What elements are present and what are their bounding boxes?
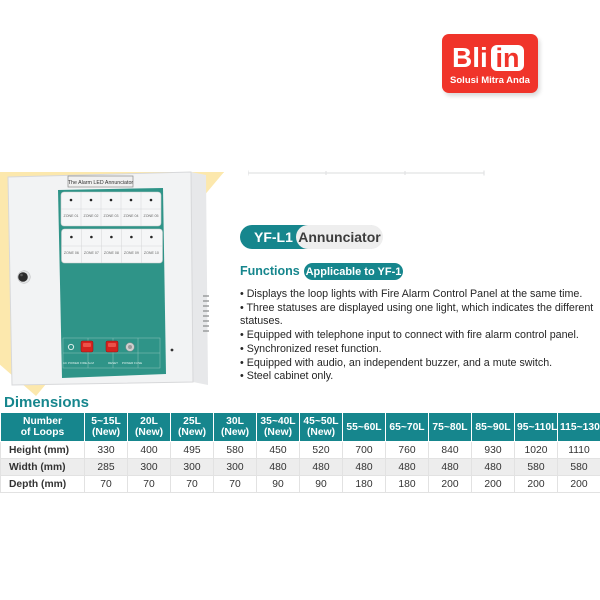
svg-text:ZONE 01: ZONE 01	[64, 214, 79, 218]
svg-text:POWER FUSE: POWER FUSE	[122, 361, 142, 365]
svg-text:ZONE 02: ZONE 02	[84, 214, 99, 218]
svg-text:ZONE 06: ZONE 06	[64, 251, 79, 255]
svg-text:ZONE 07: ZONE 07	[84, 251, 99, 255]
svg-text:The Alarm LED Annunciator: The Alarm LED Annunciator	[68, 180, 134, 186]
svg-text:RESET: RESET	[108, 361, 118, 365]
svg-text:ZONE 09: ZONE 09	[124, 251, 139, 255]
svg-text:ZONE 10: ZONE 10	[144, 251, 159, 255]
svg-text:AC POWER: AC POWER	[63, 361, 80, 365]
svg-text:ZONE 05: ZONE 05	[144, 214, 159, 218]
svg-text:ZONE 08: ZONE 08	[104, 251, 119, 255]
svg-text:ZONE 04: ZONE 04	[124, 214, 139, 218]
svg-text:ZONE 03: ZONE 03	[104, 214, 119, 218]
svg-text:FIRE ALM: FIRE ALM	[80, 361, 94, 365]
